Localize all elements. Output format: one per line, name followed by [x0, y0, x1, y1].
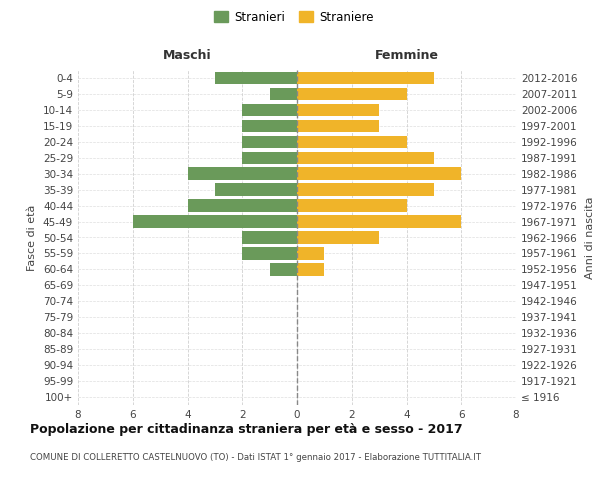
Text: Femmine: Femmine: [374, 50, 439, 62]
Bar: [188, 200, 297, 212]
Bar: [133, 216, 297, 228]
Y-axis label: Anni di nascita: Anni di nascita: [584, 196, 595, 279]
Bar: [242, 120, 297, 132]
Bar: [297, 168, 461, 180]
Text: COMUNE DI COLLERETTO CASTELNUOVO (TO) - Dati ISTAT 1° gennaio 2017 - Elaborazion: COMUNE DI COLLERETTO CASTELNUOVO (TO) - …: [30, 452, 481, 462]
Bar: [215, 72, 297, 84]
Bar: [297, 263, 325, 276]
Bar: [297, 232, 379, 243]
Y-axis label: Fasce di età: Fasce di età: [28, 204, 37, 270]
Bar: [297, 152, 434, 164]
Text: Popolazione per cittadinanza straniera per età e sesso - 2017: Popolazione per cittadinanza straniera p…: [30, 422, 463, 436]
Bar: [297, 247, 325, 260]
Bar: [215, 184, 297, 196]
Bar: [297, 136, 407, 148]
Bar: [297, 104, 379, 116]
Text: Maschi: Maschi: [163, 50, 212, 62]
Bar: [297, 120, 379, 132]
Bar: [188, 168, 297, 180]
Bar: [297, 216, 461, 228]
Bar: [242, 136, 297, 148]
Bar: [297, 88, 407, 100]
Bar: [242, 232, 297, 243]
Bar: [297, 200, 407, 212]
Bar: [242, 152, 297, 164]
Bar: [269, 88, 297, 100]
Bar: [297, 72, 434, 84]
Bar: [297, 184, 434, 196]
Bar: [242, 104, 297, 116]
Bar: [242, 247, 297, 260]
Bar: [269, 263, 297, 276]
Legend: Stranieri, Straniere: Stranieri, Straniere: [209, 6, 379, 28]
